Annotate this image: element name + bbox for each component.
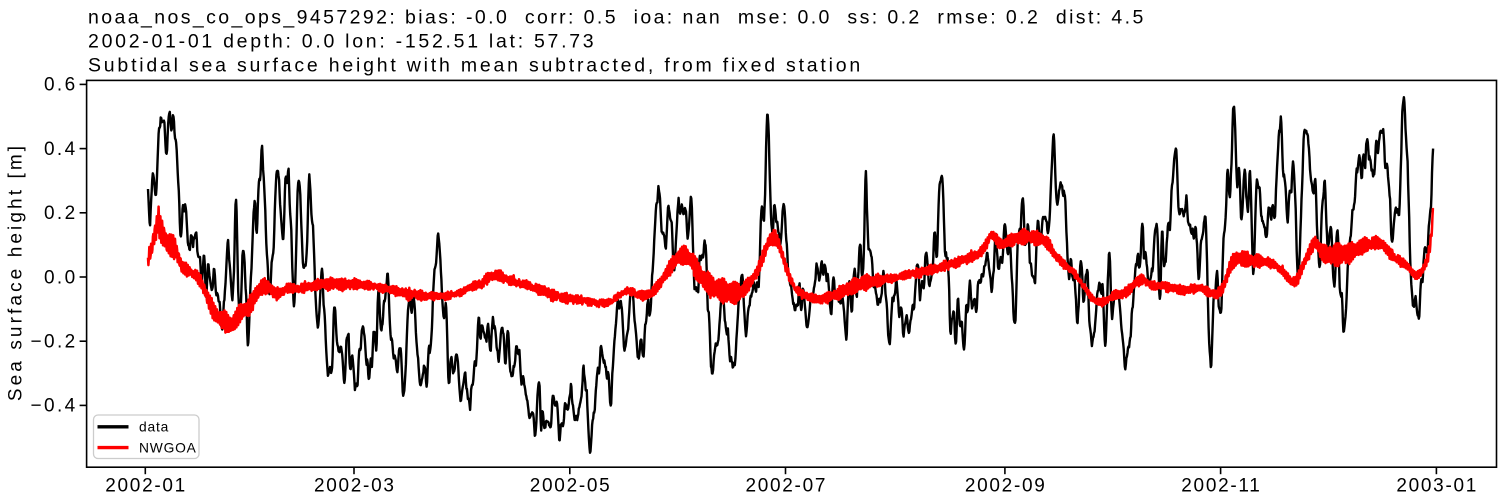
svg-text:2002-09: 2002-09 <box>965 476 1047 497</box>
svg-text:data: data <box>139 420 169 435</box>
svg-text:2002-07: 2002-07 <box>745 476 827 497</box>
svg-text:NWGOA: NWGOA <box>139 440 197 455</box>
svg-text:Subtidal sea surface height wi: Subtidal sea surface height with mean su… <box>88 55 863 77</box>
svg-text:2003-01: 2003-01 <box>1396 476 1478 497</box>
svg-text:2002-03: 2002-03 <box>314 476 396 497</box>
svg-text:2002-11: 2002-11 <box>1181 476 1261 497</box>
svg-text:2002-01: 2002-01 <box>105 476 187 497</box>
svg-text:2002-01-01 depth: 0.0 lon: -15: 2002-01-01 depth: 0.0 lon: -152.51 lat: … <box>88 31 596 53</box>
svg-text:−0.4: −0.4 <box>30 396 77 417</box>
svg-text:noaa_nos_co_ops_9457292: bias:: noaa_nos_co_ops_9457292: bias: -0.0 corr… <box>88 7 1146 29</box>
svg-text:0.6: 0.6 <box>44 75 78 96</box>
svg-text:Sea surface height [m]: Sea surface height [m] <box>6 143 27 401</box>
svg-text:0.2: 0.2 <box>44 203 78 224</box>
svg-text:2002-05: 2002-05 <box>530 476 612 497</box>
svg-text:−0.2: −0.2 <box>30 332 77 353</box>
svg-text:0.4: 0.4 <box>44 139 78 160</box>
svg-text:0.0: 0.0 <box>44 267 78 288</box>
